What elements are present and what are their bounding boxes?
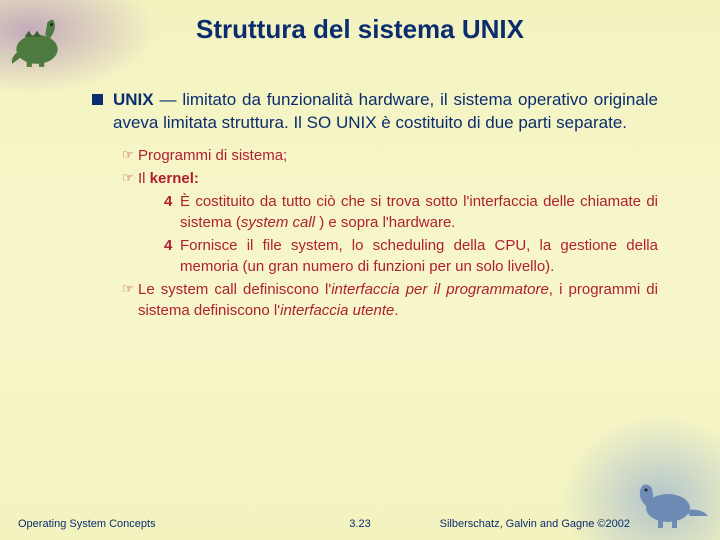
sub3-c: .	[394, 302, 398, 319]
square-bullet-icon	[92, 94, 103, 105]
subsub-item-1: 4 È costituito da tutto ciò che si trova…	[164, 191, 658, 233]
hand-bullet-icon: ☞	[122, 146, 138, 166]
four-bullet-icon: 4	[164, 191, 180, 233]
sub-item-3-text: Le system call definiscono l'interfaccia…	[138, 279, 658, 321]
sub3-italic-1: interfaccia per il programmatore	[331, 281, 549, 298]
sub-item-2-text: Il kernel:	[138, 168, 199, 189]
subsub-1-b: ) e sopra l'hardware.	[319, 214, 455, 231]
slide-title: Struttura del sistema UNIX	[0, 14, 720, 45]
sub-item-1: ☞ Programmi di sistema;	[122, 145, 658, 166]
slide-content: Struttura del sistema UNIX UNIX — limita…	[0, 0, 720, 540]
sub-item-2: ☞ Il kernel:	[122, 168, 658, 189]
hand-bullet-icon: ☞	[122, 280, 138, 321]
sub-item-2-kernel: kernel:	[150, 170, 199, 187]
subsub-item-2-text: Fornisce il file system, lo scheduling d…	[180, 235, 658, 277]
subsub-item-2: 4 Fornisce il file system, lo scheduling…	[164, 235, 658, 277]
bullet-1-rest: — limitato da funzionalità hardware, il …	[113, 90, 658, 132]
hand-bullet-icon: ☞	[122, 169, 138, 189]
subsub-item-1-text: È costituito da tutto ciò che si trova s…	[180, 191, 658, 233]
footer-center: 3.23	[349, 518, 370, 530]
bullet-1-prefix: UNIX	[113, 90, 154, 109]
four-bullet-icon: 4	[164, 235, 180, 277]
subsub-list: 4 È costituito da tutto ciò che si trova…	[164, 191, 658, 277]
subsub-1-italic: system call	[241, 214, 319, 231]
sub-item-1-text: Programmi di sistema;	[138, 145, 287, 166]
sub-item-3: ☞ Le system call definiscono l'interfacc…	[122, 279, 658, 321]
bullet-1-text: UNIX — limitato da funzionalità hardware…	[113, 89, 658, 135]
sub-list: ☞ Programmi di sistema; ☞ Il kernel: 4 È…	[122, 145, 658, 321]
footer-left: Operating System Concepts	[18, 518, 156, 530]
slide-footer: Operating System Concepts 3.23 Silbersch…	[0, 518, 720, 530]
bullet-level-1: UNIX — limitato da funzionalità hardware…	[92, 89, 658, 135]
footer-right: Silberschatz, Galvin and Gagne ©2002	[440, 518, 630, 530]
sub3-a: Le system call definiscono l'	[138, 281, 331, 298]
sub-item-2-prefix: Il	[138, 170, 150, 187]
sub3-italic-2: interfaccia utente	[280, 302, 394, 319]
slide-body: UNIX — limitato da funzionalità hardware…	[92, 89, 658, 321]
